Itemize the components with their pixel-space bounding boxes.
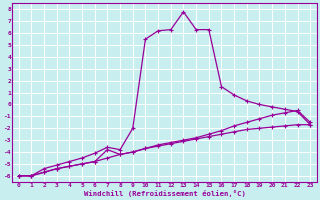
X-axis label: Windchill (Refroidissement éolien,°C): Windchill (Refroidissement éolien,°C) [84,190,245,197]
